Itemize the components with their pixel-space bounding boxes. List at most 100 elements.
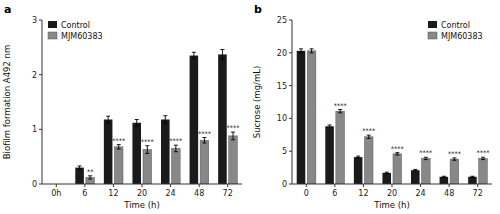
error-cap [356, 158, 360, 159]
significance-label: **** [362, 127, 376, 135]
x-axis-label: Time (h) [123, 200, 160, 210]
error-line [204, 138, 205, 143]
x-tick [199, 184, 200, 187]
x-tick [363, 184, 364, 187]
legend: ControlMJM60383 [48, 21, 103, 41]
bar [364, 137, 373, 184]
error-bar [231, 132, 235, 140]
legend-swatch [428, 21, 437, 28]
x-tick-label: 24 [165, 189, 175, 198]
error-bar [481, 157, 485, 159]
error-cap [424, 159, 428, 160]
error-bar [299, 49, 303, 53]
error-bar [117, 145, 121, 149]
error-cap [192, 52, 196, 53]
error-cap [174, 151, 178, 152]
y-tick-label: 10 [277, 114, 287, 123]
x-axis-label: Time (h) [373, 200, 410, 210]
error-line [368, 135, 369, 138]
x-tick-label: 20 [137, 189, 147, 198]
error-bar [202, 138, 206, 143]
y-tick [289, 151, 292, 152]
error-bar [328, 125, 332, 128]
x-tick [306, 184, 307, 187]
marks [75, 50, 237, 184]
error-bar [88, 176, 92, 179]
bar [468, 177, 477, 184]
y-tick-label: 25 [277, 16, 287, 25]
x-tick-label: 24 [415, 189, 425, 198]
bar [336, 111, 345, 184]
error-bar [470, 176, 474, 177]
bar [161, 119, 170, 184]
error-line [118, 145, 119, 149]
bar [325, 126, 334, 184]
bar [382, 173, 391, 184]
error-cap [338, 112, 342, 113]
error-cap [163, 123, 167, 124]
error-line [175, 145, 176, 152]
error-cap [220, 59, 224, 60]
error-cap [192, 58, 196, 59]
x-tick-label: 0 [304, 189, 309, 198]
x-tick-label: 48 [444, 189, 454, 198]
y-axis [42, 20, 43, 184]
significance-label: **** [419, 149, 433, 157]
error-cap [413, 169, 417, 170]
significance-label: **** [112, 137, 126, 145]
bar [422, 158, 431, 184]
x-tick-label: 72 [223, 189, 233, 198]
x-tick-label: 6 [332, 189, 337, 198]
error-bar [442, 176, 446, 177]
y-tick-label: 3 [32, 16, 37, 25]
error-bar [395, 153, 399, 155]
x-tick-label: 48 [194, 189, 204, 198]
y-tick-label: 0 [32, 180, 37, 189]
x-tick [84, 184, 85, 187]
bar [393, 154, 402, 184]
error-cap [88, 179, 92, 180]
error-cap [310, 52, 314, 53]
error-cap [395, 155, 399, 156]
error-bar [78, 166, 82, 169]
x-tick-label: 12 [358, 189, 368, 198]
bar [104, 119, 113, 184]
error-cap [367, 138, 371, 139]
error-bar [174, 145, 178, 152]
legend-swatch [428, 32, 437, 39]
significance-label: **** [391, 145, 405, 153]
error-line [136, 119, 137, 126]
x-tick [420, 184, 421, 187]
legend-swatch [48, 21, 57, 28]
error-cap [135, 126, 139, 127]
error-cap [299, 48, 303, 49]
error-line [108, 116, 109, 123]
x-tick [477, 184, 478, 187]
y-tick-label: 20 [277, 49, 287, 58]
error-bar [338, 110, 342, 113]
x-tick [392, 184, 393, 187]
significance-label: **** [198, 130, 212, 138]
bar [132, 123, 141, 184]
error-cap [481, 159, 485, 160]
legend-label: Control [61, 21, 90, 30]
bar [297, 51, 306, 184]
error-cap [106, 122, 110, 123]
error-cap [328, 127, 332, 128]
legend-label: MJM60383 [441, 32, 483, 41]
panel-title: b [254, 3, 262, 16]
significance-label: ** [87, 168, 94, 176]
error-line [147, 146, 148, 154]
x-tick [142, 184, 143, 187]
error-bar [385, 172, 389, 173]
error-bar [135, 119, 139, 126]
y-axis [292, 20, 293, 184]
legend-label: Control [441, 21, 470, 30]
bar [479, 158, 488, 184]
error-cap [220, 49, 224, 50]
error-bar [145, 146, 149, 154]
error-line [340, 110, 341, 113]
y-axis-label: Sucrose (mg/mL) [252, 66, 262, 139]
error-cap [163, 115, 167, 116]
error-bar [452, 158, 456, 160]
